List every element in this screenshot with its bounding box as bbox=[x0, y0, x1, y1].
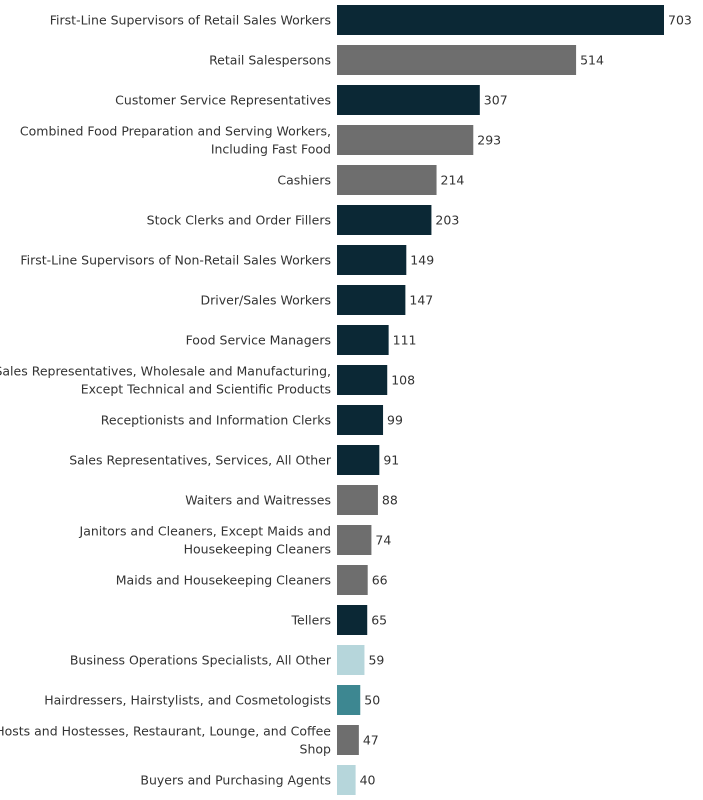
category-label: Combined Food Preparation and Serving Wo… bbox=[20, 124, 331, 157]
bar bbox=[337, 485, 378, 515]
category-label-line: Hosts and Hostesses, Restaurant, Lounge,… bbox=[0, 724, 331, 739]
category-label: Business Operations Specialists, All Oth… bbox=[70, 653, 332, 668]
category-label: Cashiers bbox=[277, 173, 331, 188]
data-label: 514 bbox=[580, 53, 604, 68]
category-label: Food Service Managers bbox=[186, 333, 331, 348]
category-label: Receptionists and Information Clerks bbox=[101, 413, 331, 428]
category-label: Stock Clerks and Order Fillers bbox=[147, 213, 331, 228]
category-label: Maids and Housekeeping Cleaners bbox=[116, 573, 331, 588]
category-label-line: Business Operations Specialists, All Oth… bbox=[70, 653, 332, 668]
category-label: Janitors and Cleaners, Except Maids and H… bbox=[79, 524, 331, 557]
bar bbox=[337, 365, 388, 395]
category-label-line: Maids and Housekeeping Cleaners bbox=[116, 573, 331, 588]
bar bbox=[337, 765, 356, 795]
data-label: 293 bbox=[477, 133, 501, 148]
data-label: 47 bbox=[363, 733, 379, 748]
category-label-line: Including Fast Food bbox=[211, 142, 331, 157]
data-label: 65 bbox=[371, 613, 387, 628]
category-label-line: Waiters and Waitresses bbox=[185, 493, 331, 508]
category-label: Customer Service Representatives bbox=[115, 93, 331, 108]
category-label: Retail Salespersons bbox=[209, 53, 331, 68]
bar bbox=[337, 125, 474, 155]
bar bbox=[337, 725, 359, 755]
category-label-line: Cashiers bbox=[277, 173, 331, 188]
data-label: 214 bbox=[441, 173, 465, 188]
data-label: 99 bbox=[387, 413, 403, 428]
category-label-line: Buyers and Purchasing Agents bbox=[140, 773, 331, 788]
bar bbox=[337, 645, 365, 675]
category-label: Tellers bbox=[291, 613, 332, 628]
bar bbox=[337, 245, 407, 275]
data-label: 703 bbox=[668, 13, 692, 28]
data-label: 203 bbox=[435, 213, 459, 228]
data-label: 40 bbox=[360, 773, 376, 788]
data-label: 59 bbox=[368, 653, 384, 668]
category-label-line: Sales Representatives, Services, All Oth… bbox=[69, 453, 332, 468]
category-label: Driver/Sales Workers bbox=[201, 293, 331, 308]
category-label-line: Sales Representatives, Wholesale and Man… bbox=[0, 364, 331, 379]
category-label-line: Combined Food Preparation and Serving Wo… bbox=[20, 124, 331, 139]
category-label: Waiters and Waitresses bbox=[185, 493, 331, 508]
bar bbox=[337, 405, 384, 435]
category-label-line: Food Service Managers bbox=[186, 333, 331, 348]
category-label: Hairdressers, Hairstylists, and Cosmetol… bbox=[44, 693, 331, 708]
category-label-line: Retail Salespersons bbox=[209, 53, 331, 68]
category-label: Sales Representatives, Services, All Oth… bbox=[69, 453, 332, 468]
category-label-line: Stock Clerks and Order Fillers bbox=[147, 213, 331, 228]
category-label-line: First-Line Supervisors of Retail Sales W… bbox=[50, 13, 331, 28]
bar bbox=[337, 285, 406, 315]
bar bbox=[337, 45, 577, 75]
data-label: 307 bbox=[484, 93, 508, 108]
data-label: 111 bbox=[393, 333, 417, 348]
data-label: 66 bbox=[372, 573, 388, 588]
bar bbox=[337, 445, 380, 475]
data-label: 108 bbox=[391, 373, 415, 388]
category-label-line: Hairdressers, Hairstylists, and Cosmetol… bbox=[44, 693, 331, 708]
data-label: 91 bbox=[383, 453, 399, 468]
data-label: 74 bbox=[375, 533, 391, 548]
category-label-line: Receptionists and Information Clerks bbox=[101, 413, 331, 428]
category-label: Sales Representatives, Wholesale and Man… bbox=[0, 364, 331, 397]
bar bbox=[337, 605, 368, 635]
category-label-line: Shop bbox=[300, 742, 332, 757]
category-label-line: Customer Service Representatives bbox=[115, 93, 331, 108]
category-label: Buyers and Purchasing Agents bbox=[140, 773, 331, 788]
category-label-line: Driver/Sales Workers bbox=[201, 293, 331, 308]
data-label: 149 bbox=[410, 253, 434, 268]
category-label-line: First-Line Supervisors of Non-Retail Sal… bbox=[20, 253, 331, 268]
bar bbox=[337, 85, 480, 115]
data-label: 88 bbox=[382, 493, 398, 508]
data-label: 50 bbox=[364, 693, 380, 708]
bar bbox=[337, 685, 361, 715]
data-label: 147 bbox=[409, 293, 433, 308]
category-label-line: Janitors and Cleaners, Except Maids and bbox=[79, 524, 331, 539]
category-label-line: Housekeeping Cleaners bbox=[184, 542, 331, 557]
bar bbox=[337, 205, 432, 235]
category-label-line: Tellers bbox=[291, 613, 332, 628]
category-label: First-Line Supervisors of Retail Sales W… bbox=[50, 13, 331, 28]
bar bbox=[337, 165, 437, 195]
category-label: Hosts and Hostesses, Restaurant, Lounge,… bbox=[0, 724, 331, 757]
bar bbox=[337, 5, 664, 35]
bar bbox=[337, 525, 372, 555]
category-label-line: Except Technical and Scientific Products bbox=[81, 382, 331, 397]
bar bbox=[337, 325, 389, 355]
bar bbox=[337, 565, 368, 595]
category-label: First-Line Supervisors of Non-Retail Sal… bbox=[20, 253, 331, 268]
